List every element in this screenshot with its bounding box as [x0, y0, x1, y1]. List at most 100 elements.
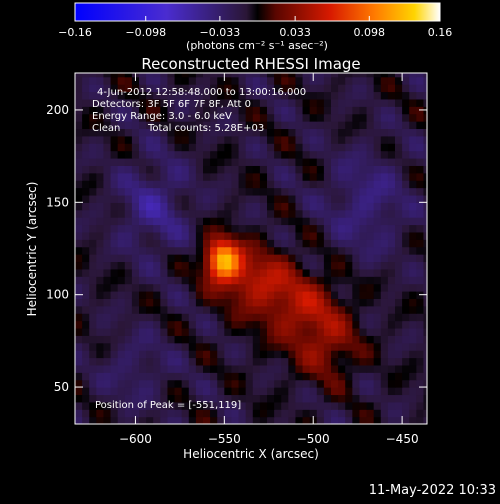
heatmap-cell	[323, 254, 332, 263]
heatmap-cell	[395, 73, 403, 78]
heatmap-cell	[402, 342, 410, 351]
heatmap-cell	[210, 91, 218, 100]
heatmap-cell	[96, 194, 105, 203]
heatmap-cell	[252, 276, 261, 285]
heatmap-cell	[366, 254, 375, 263]
heatmap-cell	[380, 327, 389, 336]
heatmap-cell	[96, 113, 105, 122]
heatmap-cell	[146, 98, 154, 107]
heatmap-cell	[217, 202, 225, 211]
heatmap-cell	[309, 379, 318, 388]
heatmap-cell	[167, 143, 176, 152]
heatmap-cell	[153, 327, 161, 336]
heatmap-cell	[259, 135, 268, 144]
heatmap-cell	[224, 372, 233, 381]
heatmap-cell	[139, 254, 147, 263]
heatmap-cell	[117, 283, 126, 292]
heatmap-cell	[331, 254, 339, 263]
heatmap-cell	[395, 261, 403, 270]
heatmap-cell	[167, 320, 176, 329]
heatmap-cell	[366, 209, 375, 218]
heatmap-cell	[331, 305, 339, 314]
heatmap-cell	[146, 350, 154, 359]
heatmap-cell	[139, 121, 147, 130]
heatmap-cell	[210, 76, 218, 85]
heatmap-cell	[267, 305, 275, 314]
heatmap-cell	[359, 194, 368, 203]
heatmap-cell	[210, 305, 218, 314]
heatmap-cell	[359, 91, 368, 100]
heatmap-cell	[117, 98, 126, 107]
heatmap-cell	[302, 401, 311, 410]
heatmap-cell	[380, 84, 389, 93]
heatmap-cell	[302, 172, 311, 181]
heatmap-cell	[352, 91, 361, 100]
heatmap-cell	[103, 305, 112, 314]
heatmap-cell	[188, 387, 197, 396]
heatmap-cell	[267, 150, 275, 159]
heatmap-cell	[110, 194, 119, 203]
heatmap-cell	[352, 128, 361, 137]
heatmap-cell	[231, 180, 240, 189]
heatmap-cell	[231, 320, 240, 329]
heatmap-cell	[345, 231, 353, 240]
heatmap-cell	[117, 143, 126, 152]
heatmap-cell	[359, 180, 368, 189]
heatmap-cell	[288, 342, 297, 351]
heatmap-cell	[395, 254, 403, 263]
heatmap-cell	[153, 143, 161, 152]
heatmap-cell	[245, 194, 254, 203]
heatmap-cell	[409, 305, 417, 314]
heatmap-cell	[110, 305, 119, 314]
heatmap-cell	[274, 202, 282, 211]
heatmap-cell	[288, 231, 297, 240]
heatmap-cell	[259, 320, 268, 329]
heatmap-cell	[238, 350, 247, 359]
heatmap-cell	[75, 416, 83, 424]
heatmap-cell	[416, 172, 425, 181]
heatmap-cell	[153, 254, 161, 263]
heatmap-cell	[124, 254, 133, 263]
heatmap-cell	[366, 276, 375, 285]
heatmap-cell	[366, 335, 375, 344]
heatmap-cell	[188, 268, 197, 277]
heatmap-cell	[373, 372, 382, 381]
heatmap-cell	[117, 372, 126, 381]
heatmap-cell	[203, 224, 211, 233]
heatmap-cell	[281, 91, 289, 100]
heatmap-cell	[167, 91, 176, 100]
heatmap-cell	[409, 327, 417, 336]
heatmap-cell	[82, 202, 90, 211]
heatmap-cell	[395, 113, 403, 122]
heatmap-cell	[331, 157, 339, 166]
heatmap-cell	[380, 342, 389, 351]
heatmap-cell	[153, 194, 161, 203]
heatmap-cell	[302, 246, 311, 255]
heatmap-cell	[224, 165, 233, 174]
heatmap-cell	[153, 180, 161, 189]
heatmap-cell	[195, 224, 204, 233]
heatmap-cell	[82, 172, 90, 181]
heatmap-cell	[338, 276, 346, 285]
heatmap-cell	[195, 276, 204, 285]
heatmap-cell	[252, 394, 261, 403]
heatmap-cell	[295, 91, 304, 100]
heatmap-cell	[174, 157, 183, 166]
heatmap-cell	[181, 231, 190, 240]
heatmap-cell	[302, 187, 311, 196]
heatmap-cell	[295, 409, 304, 418]
heatmap-cell	[423, 320, 427, 329]
heatmap-cell	[188, 194, 197, 203]
heatmap-cell	[181, 290, 190, 299]
heatmap-cell	[167, 298, 176, 307]
heatmap-cell	[195, 350, 204, 359]
heatmap-cell	[210, 165, 218, 174]
heatmap-cell	[402, 217, 410, 226]
heatmap-cell	[295, 135, 304, 144]
heatmap-cell	[89, 416, 97, 424]
heatmap-cell	[174, 202, 183, 211]
heatmap-cell	[331, 150, 339, 159]
heatmap-cell	[281, 342, 289, 351]
heatmap-cell	[117, 254, 126, 263]
heatmap-cell	[259, 290, 268, 299]
